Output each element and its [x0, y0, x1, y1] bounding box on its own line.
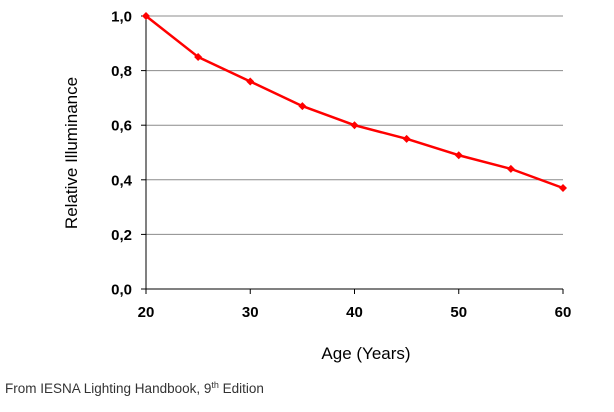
caption-text: From IESNA Lighting Handbook, 9 [5, 381, 212, 396]
caption-suffix: Edition [218, 381, 264, 396]
data-point-0-5 [402, 134, 411, 143]
data-point-0-8 [559, 183, 567, 192]
y-tick-label-1: 0,2 [111, 227, 132, 244]
x-tick-labels: 20 30 40 50 60 [138, 304, 572, 321]
data-point-0-0 [142, 12, 150, 20]
chart-axes [141, 15, 564, 294]
data-point-0-3 [298, 102, 307, 111]
data-point-0-7 [506, 164, 515, 173]
y-tick-label-0: 0,0 [111, 282, 132, 299]
x-tick-label-1: 30 [242, 304, 259, 321]
line-chart: 0,0 0,2 0,4 0,6 0,8 1,0 20 30 40 50 60 Age (Years… [62, 9, 572, 364]
y-axis-label: Relative Illuminance [62, 77, 81, 229]
y-tick-labels: 0,0 0,2 0,4 0,6 0,8 1,0 [111, 9, 133, 299]
y-tick-label-3: 0,6 [111, 118, 132, 135]
caption-superscript: th [211, 380, 219, 390]
x-axis-label: Age (Years) [321, 344, 410, 363]
data-point-0-2 [246, 77, 255, 86]
data-point-0-1 [194, 52, 203, 61]
source-caption: From IESNA Lighting Handbook, 9th Editio… [5, 380, 264, 397]
series-layer [142, 12, 567, 192]
y-tick-label-5: 1,0 [111, 9, 132, 26]
series-line-0 [145, 15, 564, 190]
data-point-0-4 [350, 121, 359, 130]
y-tick-label-2: 0,4 [111, 172, 133, 189]
x-tick-label-0: 20 [138, 304, 155, 321]
data-point-0-6 [454, 151, 463, 160]
x-tick-label-3: 50 [450, 304, 467, 321]
x-tick-label-2: 40 [346, 304, 363, 321]
x-tick-label-4: 60 [555, 304, 572, 321]
y-tick-label-4: 0,8 [111, 63, 132, 80]
